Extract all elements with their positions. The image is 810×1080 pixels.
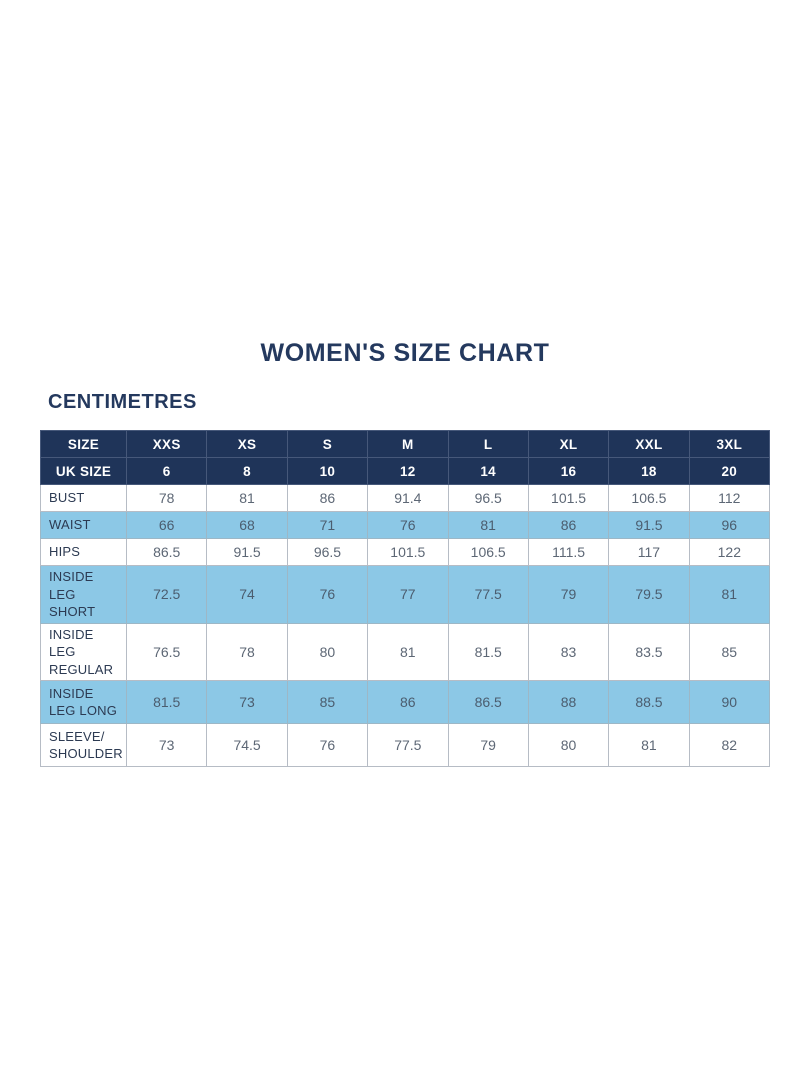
measurement-value: 83 — [527, 622, 610, 682]
measurement-value: 91.5 — [206, 538, 288, 566]
measurement-value: 78 — [206, 622, 288, 682]
measurement-value: 96.5 — [447, 484, 529, 512]
measurement-value: 86.5 — [447, 680, 529, 725]
measurement-value: 90 — [688, 680, 771, 725]
measurement-value: 79.5 — [608, 565, 690, 624]
size-column-header: 3XL — [688, 430, 771, 458]
measurement-value: 88 — [527, 680, 610, 725]
measurement-label: INSIDE LEG SHORT — [40, 565, 127, 624]
uk-size-value: 10 — [286, 457, 369, 485]
measurement-label: INSIDE LEG REGULAR — [40, 622, 127, 682]
uk-size-value: 20 — [688, 457, 771, 485]
measurement-label: BUST — [40, 484, 127, 512]
measurement-value: 78 — [125, 484, 208, 512]
measurement-value: 76 — [367, 511, 449, 539]
measurement-row: WAIST 66 68 71 76 81 86 91.5 96 — [40, 511, 771, 539]
size-column-header: XXS — [125, 430, 208, 458]
size-column-header: M — [367, 430, 449, 458]
uk-size-value: 14 — [447, 457, 529, 485]
measurement-value: 112 — [688, 484, 771, 512]
size-column-header: XXL — [608, 430, 690, 458]
size-header-row: SIZE XXS XS S M L XL XXL 3XL — [40, 430, 771, 458]
measurement-value: 80 — [286, 622, 369, 682]
measurement-label: SLEEVE/ SHOULDER — [40, 723, 127, 768]
uk-size-value: 6 — [125, 457, 208, 485]
measurement-value: 74 — [206, 565, 288, 624]
measurement-value: 101.5 — [367, 538, 449, 566]
measurement-row: INSIDE LEG LONG 81.5 73 85 86 86.5 88 88.5 90 — [40, 680, 771, 725]
measurement-value: 85 — [286, 680, 369, 725]
measurement-value: 74.5 — [206, 723, 288, 768]
measurement-label: WAIST — [40, 511, 127, 539]
measurement-row: INSIDE LEG REGULAR 76.5 78 80 81 81.5 83 83.5 85 — [40, 622, 771, 682]
measurement-value: 76 — [286, 723, 369, 768]
measurement-value: 71 — [286, 511, 369, 539]
measurement-value: 91.4 — [367, 484, 449, 512]
table-body: BUST 78 81 86 91.4 96.5 101.5 106.5 112 WAIST 66 68… — [40, 484, 771, 768]
measurement-value: 77.5 — [367, 723, 449, 768]
measurement-value: 66 — [125, 511, 208, 539]
uk-size-value: 8 — [206, 457, 288, 485]
size-column-header: L — [447, 430, 529, 458]
table-header: SIZE XXS XS S M L XL XXL 3XL UK SIZE 6 8 10 12 14 16 18 2… — [40, 430, 771, 485]
uk-size-value: 16 — [527, 457, 610, 485]
measurement-value: 80 — [527, 723, 610, 768]
size-column-header: S — [286, 430, 369, 458]
size-header-label: SIZE — [40, 430, 127, 458]
measurement-value: 88.5 — [608, 680, 690, 725]
measurement-value: 106.5 — [447, 538, 529, 566]
uk-size-label: UK SIZE — [40, 457, 127, 485]
measurement-value: 81 — [608, 723, 690, 768]
measurement-row: INSIDE LEG SHORT 72.5 74 76 77 77.5 79 79.5 81 — [40, 565, 771, 624]
measurement-value: 81 — [447, 511, 529, 539]
measurement-value: 76 — [286, 565, 369, 624]
measurement-row: SLEEVE/ SHOULDER 73 74.5 76 77.5 79 80 81 82 — [40, 723, 771, 768]
measurement-value: 86 — [527, 511, 610, 539]
measurement-value: 81 — [367, 622, 449, 682]
measurement-value: 86.5 — [125, 538, 208, 566]
measurement-value: 82 — [688, 723, 771, 768]
measurement-value: 81.5 — [447, 622, 529, 682]
measurement-row: BUST 78 81 86 91.4 96.5 101.5 106.5 112 — [40, 484, 771, 512]
measurement-value: 77 — [367, 565, 449, 624]
uk-size-value: 18 — [608, 457, 690, 485]
measurement-value: 117 — [608, 538, 690, 566]
measurement-value: 111.5 — [527, 538, 610, 566]
measurement-value: 72.5 — [125, 565, 208, 624]
measurement-value: 79 — [527, 565, 610, 624]
uk-size-row: UK SIZE 6 8 10 12 14 16 18 20 — [40, 457, 771, 485]
measurement-value: 85 — [688, 622, 771, 682]
unit-heading: CENTIMETRES — [48, 391, 197, 413]
measurement-value: 83.5 — [608, 622, 690, 682]
uk-size-value: 12 — [367, 457, 449, 485]
measurement-value: 86 — [286, 484, 369, 512]
measurement-value: 96 — [688, 511, 771, 539]
measurement-value: 91.5 — [608, 511, 690, 539]
measurement-value: 81 — [206, 484, 288, 512]
measurement-value: 76.5 — [125, 622, 208, 682]
measurement-value: 122 — [688, 538, 771, 566]
measurement-value: 106.5 — [608, 484, 690, 512]
measurement-value: 77.5 — [447, 565, 529, 624]
measurement-value: 81.5 — [125, 680, 208, 725]
measurement-value: 79 — [447, 723, 529, 768]
size-column-header: XS — [206, 430, 288, 458]
measurement-label: INSIDE LEG LONG — [40, 680, 127, 725]
measurement-row: HIPS 86.5 91.5 96.5 101.5 106.5 111.5 117 122 — [40, 538, 771, 566]
size-chart-table: SIZE XXS XS S M L XL XXL 3XL UK SIZE 6 8 10 12 14 16 18 2… — [40, 430, 771, 768]
measurement-value: 73 — [125, 723, 208, 768]
size-column-header: XL — [527, 430, 610, 458]
measurement-value: 73 — [206, 680, 288, 725]
measurement-value: 96.5 — [286, 538, 369, 566]
measurement-label: HIPS — [40, 538, 127, 566]
measurement-value: 68 — [206, 511, 288, 539]
measurement-value: 81 — [688, 565, 771, 624]
measurement-value: 86 — [367, 680, 449, 725]
page-title: WOMEN'S SIZE CHART — [260, 339, 550, 367]
measurement-value: 101.5 — [527, 484, 610, 512]
